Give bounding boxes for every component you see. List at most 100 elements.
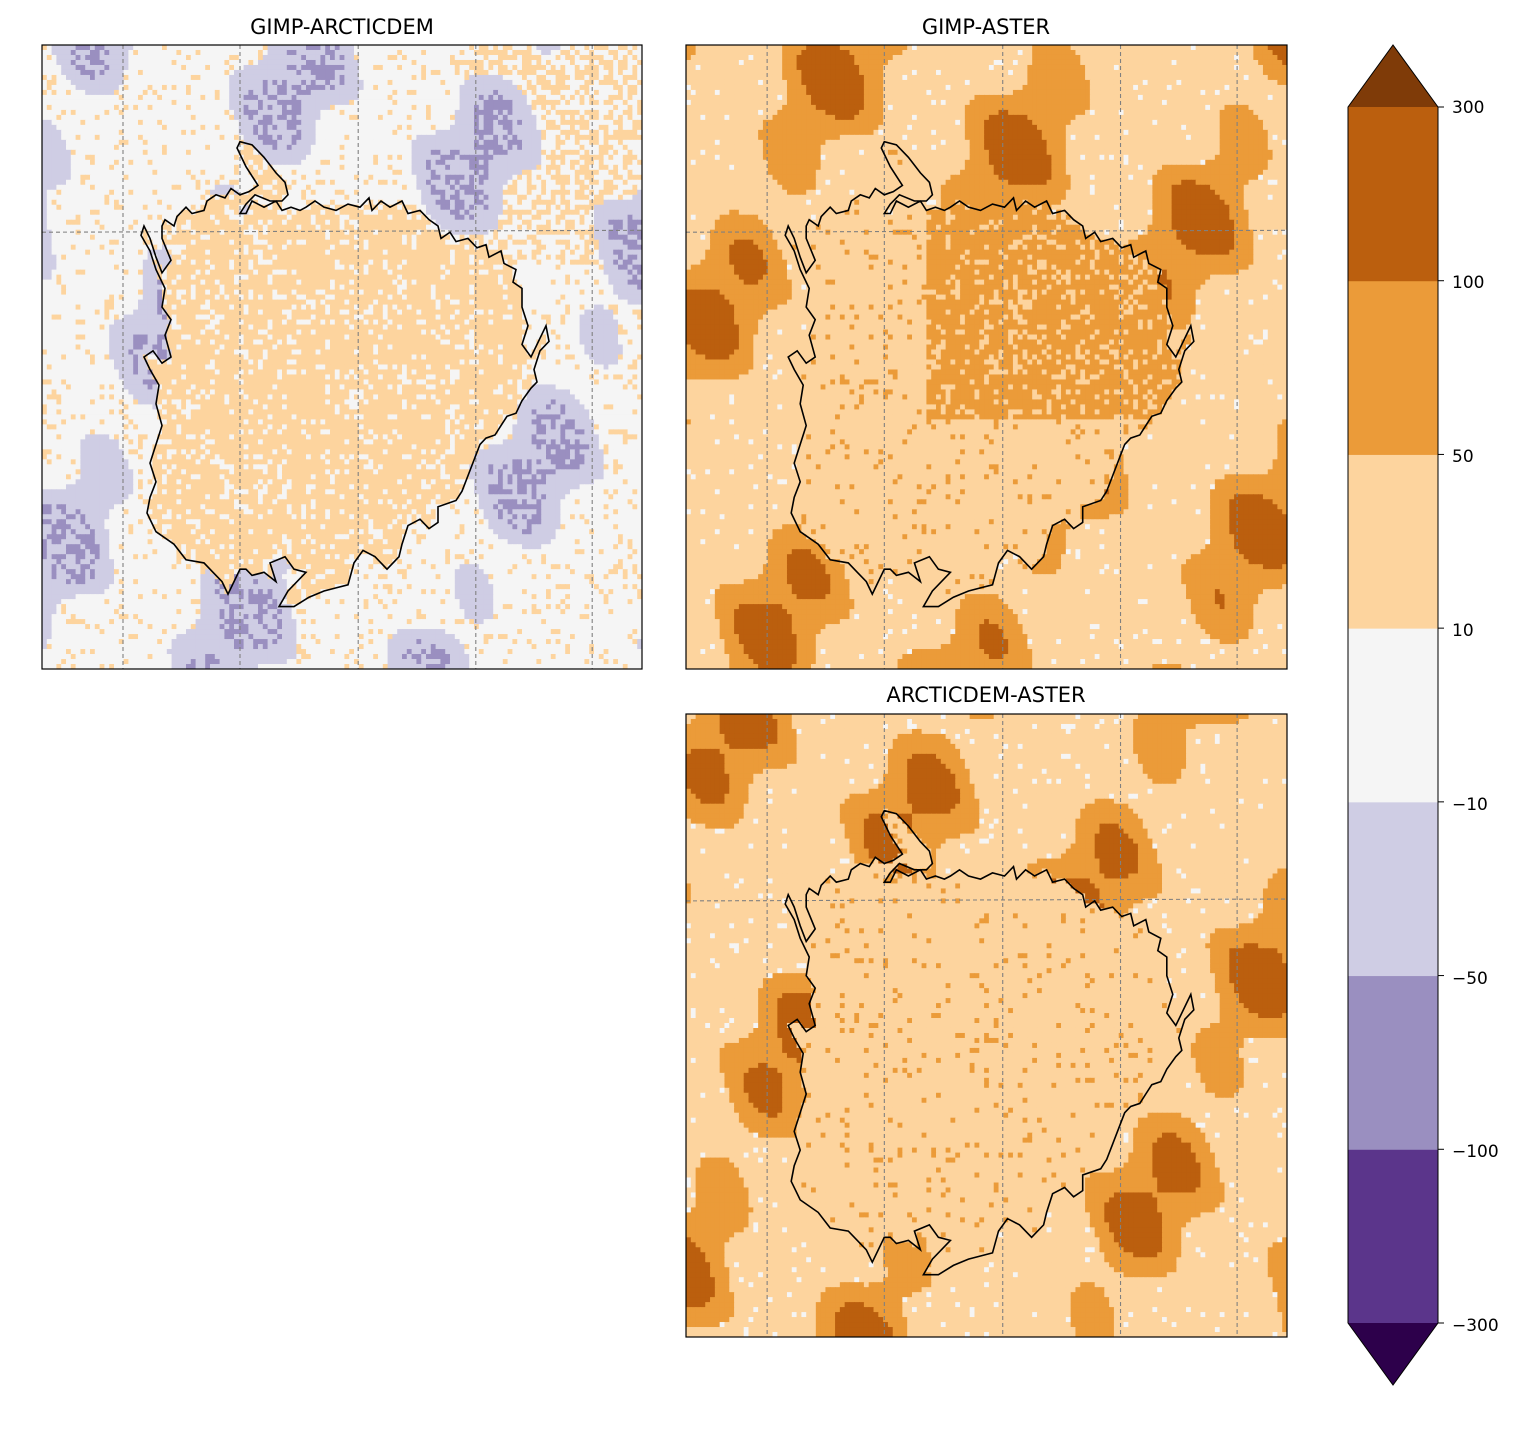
heatmap-cell [75,139,81,146]
heatmap-cell [306,234,312,241]
heatmap-cell [66,234,72,241]
heatmap-cell [258,184,264,191]
heatmap-cell [75,199,81,206]
heatmap-cell [147,74,153,81]
heatmap-cell [109,134,115,141]
heatmap-cell [397,134,403,141]
heatmap-cell [152,59,158,66]
heatmap-cell [128,204,134,211]
heatmap-cell [90,84,96,91]
heatmap-cell [344,74,350,81]
heatmap-cell [66,149,72,156]
heatmap-cell [42,104,48,111]
heatmap-cell [392,199,398,206]
heatmap-cell [498,69,504,76]
heatmap-cell [373,79,379,86]
heatmap-cell [61,134,67,141]
heatmap-cell [330,124,336,131]
heatmap-cell [75,179,81,186]
heatmap-cell [315,109,321,116]
heatmap-cell [622,169,629,176]
heatmap-cell [243,49,249,56]
heatmap-cell [368,45,374,51]
heatmap-cell [75,164,81,171]
heatmap-cell [114,179,120,186]
heatmap-cell [450,59,456,66]
heatmap-cell [339,179,345,186]
heatmap-cell [282,229,288,236]
heatmap-cell [243,194,249,201]
heatmap-cell [258,204,264,211]
heatmap-cell [80,129,86,136]
heatmap-cell [344,99,350,106]
heatmap-cell [358,214,365,221]
heatmap-cell [603,79,609,86]
heatmap-cell [512,64,518,71]
heatmap-cell [123,139,129,146]
heatmap-cell [598,149,605,156]
heatmap-cell [272,224,278,231]
heatmap-cell [622,45,629,51]
heatmap-cell [56,129,62,136]
heatmap-cell [51,224,57,231]
heatmap-cell [94,229,101,236]
heatmap-cell [493,89,499,96]
heatmap-cell [517,174,523,181]
heatmap-cell [181,149,187,156]
heatmap-cell [200,149,206,156]
heatmap-cell [517,169,523,176]
heatmap-cell [157,229,163,236]
heatmap-cell [459,104,465,111]
heatmap-cell [560,69,566,76]
heatmap-cell [411,109,417,116]
heatmap-cell [46,89,53,96]
heatmap-cell [325,109,331,116]
heatmap-cell [286,149,293,156]
heatmap-cell [42,154,48,161]
heatmap-cell [195,169,201,176]
heatmap-cell [603,204,609,211]
heatmap-cell [61,219,67,226]
heatmap-cell [315,64,321,71]
heatmap-cell [186,139,192,146]
heatmap-cell [358,89,365,96]
heatmap-cell [397,204,403,211]
heatmap-cell [99,169,105,176]
heatmap-cell [138,179,144,186]
heatmap-cell [195,229,201,236]
heatmap-cell [613,99,619,106]
heatmap-cell [598,139,605,146]
heatmap-cell [306,199,312,206]
heatmap-cell [416,54,422,61]
heatmap-cell [358,49,365,56]
heatmap-cell [421,204,427,211]
heatmap-cell [277,114,283,121]
heatmap-cell [51,214,57,221]
heatmap-cell [262,54,269,61]
heatmap-cell [502,69,509,76]
heatmap-cell [632,179,638,186]
heatmap-cell [445,74,451,81]
heatmap-cell [80,209,86,216]
heatmap-cell [258,209,264,216]
heatmap-cell [128,174,134,181]
heatmap-cell [118,219,125,226]
heatmap-cell [608,119,614,126]
heatmap-cell [550,184,557,191]
heatmap-cell [301,45,307,51]
heatmap-cell [560,169,566,176]
heatmap-cell [579,189,585,196]
heatmap-cell [378,79,384,86]
heatmap-cell [483,64,489,71]
heatmap-cell [229,224,235,231]
heatmap-cell [546,114,552,121]
heatmap-cell [51,159,57,166]
heatmap-cell [248,64,254,71]
heatmap-cell [46,74,53,81]
heatmap-cell [229,209,235,216]
heatmap-cell [142,79,149,86]
heatmap-cell [478,69,485,76]
heatmap-cell [402,49,408,56]
heatmap-cell [310,94,317,101]
heatmap-cell [195,109,201,116]
